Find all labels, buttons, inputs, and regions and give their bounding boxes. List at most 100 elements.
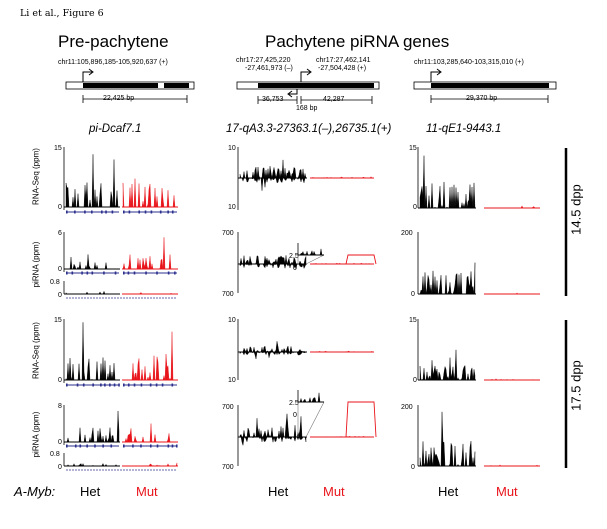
exon-block [127,271,130,275]
g1-mut-signal [123,331,177,381]
g2-mut-signal [312,262,372,265]
tick: 0 [58,377,62,384]
exon-block [118,383,120,387]
genotype-mut-2: Mut [323,484,345,499]
tick: 15 [54,145,62,152]
gene-model-g1-gap [158,83,164,88]
tick: 2.5 [289,400,299,407]
exon-block [144,210,147,214]
g1-small-het [66,463,119,467]
g1-het-signal [66,410,120,443]
exon-block [94,444,96,448]
exon-block [91,210,93,214]
exon-block [155,383,158,387]
g2-mut-signal [311,176,373,179]
g3-mut-signal [486,378,539,381]
g2-het-plus [239,159,307,179]
exon-block [138,210,141,214]
size-g2-left: 36,753 [262,96,284,103]
exon-block [102,444,104,448]
exon-block [128,210,131,214]
gene-model-g1 [65,81,195,90]
coord-g2-left-top: chr17:27,425,220 [236,57,291,64]
coord-g2-right-bottom: -27,504,428 (+) [318,65,367,72]
exon-block [132,444,134,448]
g1-mut-signal [123,423,177,443]
exon-block [86,444,88,448]
exon-block [66,271,68,275]
exon-block [100,383,102,387]
g1-small-mut [123,292,177,295]
tick: 2.5 [289,253,299,260]
exon-block [81,271,83,275]
exon-block [82,383,85,387]
size-g2-right: 42,287 [323,96,345,103]
tick: 0 [293,265,297,272]
g2-het-plus [239,413,306,438]
gene-model-g2-body [258,83,374,88]
tss-arrow-g1 [82,68,94,82]
exon-block [171,383,174,387]
heading-pachytene: Pachytene piRNA genes [265,32,450,51]
tick: 700 [222,404,234,411]
exon-block [92,383,94,387]
g1-mut-signal [122,237,177,270]
gene-name-g2: 17-qA3.3-27363.1(–),26735.1(+) [226,123,392,135]
exon-block [159,210,162,214]
tss-arrow-g2-minus [287,89,298,98]
gene-model-g2 [236,81,380,90]
g2-het-minus [239,263,307,270]
tick: 200 [401,404,413,411]
tick: 0 [58,292,62,299]
coord-g2-right-top: chr17:27,462,141 [316,57,371,64]
tick: 15 [54,317,62,324]
tick: 700 [222,464,234,471]
tick: 10 [228,317,236,324]
exon-block [123,271,125,275]
exon-block [74,444,77,448]
tick: 0 [58,439,62,446]
exon-block [84,210,86,214]
tick: 0 [58,204,62,211]
gene-model-g3-body [431,83,549,88]
coord-g3: chr11:103,285,640-103,315,010 (+) [414,59,524,66]
exon-block [150,210,153,214]
exon-block [167,271,170,275]
gene-name-g1: pi-Dcaf7.1 [89,123,142,135]
span-g2-left [257,96,298,104]
exon-block [123,444,125,448]
exon-block [114,271,117,275]
exon-block [123,210,125,214]
span-g1 [82,95,188,103]
exon-block [127,383,130,387]
g2-inset-connector [297,401,325,438]
tick: 15 [409,145,417,152]
tick: 6 [58,230,62,237]
exon-block [105,210,107,214]
tick: 10 [228,377,236,384]
exon-block [149,383,152,387]
gene-model-g1-body [83,83,189,88]
exon-block [174,271,176,275]
g3-het-signal [419,155,476,209]
exon-block [161,383,164,387]
g2-inset-mut [345,401,377,438]
exon-block [140,383,143,387]
g3-het-signal [419,411,476,467]
tick: 8 [58,403,62,410]
g2-inset-het [299,392,322,403]
exon-block [133,383,136,387]
g1-het-signal [65,322,119,381]
g2-mut-signal [312,435,372,438]
exon-block [171,210,174,214]
g2-mut-signal [311,350,373,353]
figure-tag: Li et al., Figure 6 [20,8,104,19]
g1-mut-signal [122,178,177,208]
gene-model-g3 [413,81,557,90]
tick: 0 [411,464,415,471]
tick: 10 [228,204,236,211]
span-g2-right [300,96,373,104]
exon-block [71,271,74,275]
